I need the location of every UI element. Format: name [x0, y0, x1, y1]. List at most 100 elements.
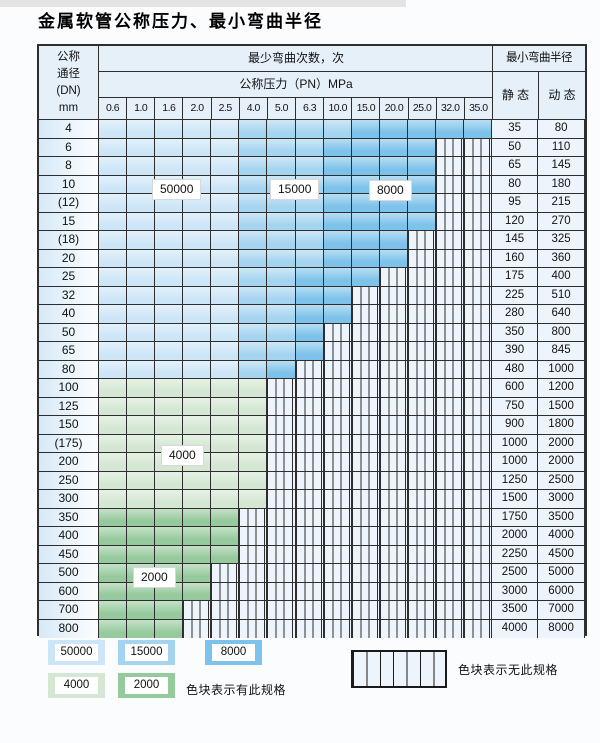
static-radius-value: 145 — [492, 231, 539, 250]
cycle-cell-none — [351, 397, 380, 416]
legend-swatch-8000-label: 8000 — [212, 644, 255, 661]
cycle-cell-8000 — [295, 268, 324, 287]
cycle-cell-50000 — [155, 323, 184, 342]
cycle-cell-none — [435, 490, 465, 509]
cycle-cell-none — [323, 619, 352, 638]
dn-label: (18) — [39, 231, 99, 250]
cycle-cell-4000 — [155, 416, 184, 435]
static-radius-value: 120 — [492, 212, 539, 231]
header-right: 最小弯曲半径 静 态 动 态 — [492, 46, 585, 119]
static-radius-value: 1250 — [492, 471, 539, 490]
cycle-cell-none — [351, 619, 380, 638]
cycle-cell-8000 — [407, 175, 436, 194]
cycle-cell-none — [464, 157, 493, 176]
static-radius-value: 2500 — [492, 564, 539, 583]
cycle-cell-15000 — [239, 286, 268, 305]
cycle-cell-none — [295, 397, 324, 416]
cycle-cell-15000 — [295, 231, 324, 250]
cycle-cell-none — [323, 397, 352, 416]
cycle-cell-none — [379, 342, 408, 361]
cycle-cell-none — [407, 416, 436, 435]
cycle-cell-none — [464, 268, 493, 287]
cycle-cell-8000 — [435, 120, 465, 139]
dynamic-radius-value: 5000 — [538, 564, 586, 583]
cycle-cell-none — [407, 379, 436, 398]
dn-label: (12) — [39, 194, 99, 213]
legend-striped-box — [351, 650, 447, 688]
cycle-cell-none — [407, 305, 436, 324]
cycle-cell-none — [183, 619, 212, 638]
cycle-cell-none — [435, 416, 465, 435]
dn-label: 700 — [39, 601, 99, 620]
cycle-cell-none — [464, 508, 493, 527]
cycle-cell-none — [435, 471, 465, 490]
dn-label: 10 — [39, 175, 99, 194]
dn-label: 65 — [39, 342, 99, 361]
cycle-cell-none — [379, 508, 408, 527]
cycle-cell-2000 — [127, 508, 156, 527]
cycle-cell-none — [407, 249, 436, 268]
cycle-cell-50000 — [127, 231, 156, 250]
dynamic-radius-value: 800 — [538, 323, 586, 342]
cycle-cell-none — [464, 471, 493, 490]
cycle-cell-50000 — [211, 138, 240, 157]
pressure-header-cell: 15.0 — [352, 98, 381, 119]
cycle-cell-none — [464, 323, 493, 342]
cycle-cell-50000 — [211, 194, 240, 213]
cycle-cell-15000 — [267, 342, 296, 361]
cycle-cell-none — [379, 471, 408, 490]
cycle-cell-50000 — [211, 342, 240, 361]
cycle-cell-none — [323, 508, 352, 527]
cycle-cell-none — [379, 360, 408, 379]
cycle-cell-none — [295, 490, 324, 509]
cycle-cell-none — [351, 342, 380, 361]
cycle-cell-none — [267, 379, 296, 398]
cycle-cell-8000 — [323, 268, 352, 287]
cycle-cell-15000 — [295, 249, 324, 268]
cycle-cell-none — [379, 286, 408, 305]
cycle-cell-15000 — [323, 120, 352, 139]
cycle-cell-4000 — [211, 397, 240, 416]
cycle-cell-2000 — [99, 619, 128, 638]
cycle-cell-8000 — [267, 360, 296, 379]
static-radius-value: 3500 — [492, 601, 539, 620]
cycle-cell-none — [435, 527, 465, 546]
region-label-8000: 8000 — [369, 180, 412, 201]
cycle-cell-none — [379, 416, 408, 435]
cycle-cell-50000 — [99, 212, 128, 231]
cycle-cell-15000 — [239, 342, 268, 361]
cycle-cell-50000 — [183, 157, 212, 176]
cycle-cell-none — [407, 508, 436, 527]
table-row: 25 175 400 — [39, 268, 586, 287]
dynamic-radius-value: 2500 — [538, 471, 586, 490]
legend-swatch-50000-label: 50000 — [55, 644, 98, 661]
cycle-cell-none — [239, 564, 268, 583]
cycle-cell-50000 — [99, 268, 128, 287]
table-row: 15 120 270 — [39, 212, 586, 231]
cycle-cell-none — [211, 619, 240, 638]
cycle-cell-8000 — [351, 138, 380, 157]
cycle-cell-8000 — [379, 249, 408, 268]
cycle-cell-2000 — [99, 601, 128, 620]
legend-swatch-4000: 4000 — [48, 673, 105, 698]
cycle-cell-none — [267, 545, 296, 564]
static-radius-value: 1500 — [492, 490, 539, 509]
cycle-cell-2000 — [99, 582, 128, 601]
cycle-cell-4000 — [99, 471, 128, 490]
cycle-cell-2000 — [127, 527, 156, 546]
cycle-cell-none — [407, 564, 436, 583]
cycle-cell-50000 — [155, 342, 184, 361]
legend-swatch-2000: 2000 — [118, 673, 175, 698]
cycle-cell-8000 — [323, 138, 352, 157]
cycle-cell-none — [407, 527, 436, 546]
pressure-header-cell: 10.0 — [324, 98, 353, 119]
cycle-cell-50000 — [127, 323, 156, 342]
cycle-cell-15000 — [267, 212, 296, 231]
table-row: 250 1250 2500 — [39, 471, 586, 490]
pressure-header-cell: 25.0 — [408, 98, 437, 119]
static-radius-value: 95 — [492, 194, 539, 213]
cycle-cell-50000 — [183, 249, 212, 268]
cycle-cell-2000 — [211, 508, 240, 527]
cycle-cell-none — [435, 138, 465, 157]
cycle-cell-none — [435, 508, 465, 527]
